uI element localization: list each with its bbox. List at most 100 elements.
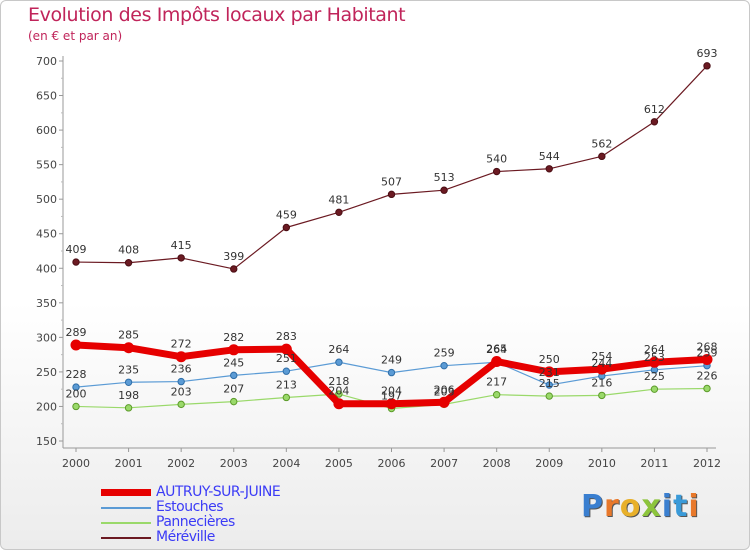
data-label: 459 [276, 209, 297, 222]
data-label: 264 [328, 343, 349, 356]
data-label: 200 [66, 387, 87, 400]
data-point [598, 391, 606, 400]
data-point [650, 385, 659, 393]
data-label: 213 [276, 378, 297, 391]
y-tick-label: 300 [36, 331, 57, 344]
y-tick-label: 700 [36, 55, 57, 68]
data-label: 206 [434, 383, 455, 396]
data-label: 264 [644, 343, 665, 356]
data-label: 217 [486, 376, 507, 389]
data-label: 254 [591, 350, 612, 363]
legend-swatch [101, 522, 151, 524]
legend-swatch [101, 537, 151, 539]
data-point [492, 391, 501, 399]
data-label: 285 [118, 329, 139, 342]
chart-subtitle: (en € et par an) [28, 29, 123, 43]
data-label: 207 [223, 383, 244, 396]
logo-letter: i [688, 489, 700, 524]
data-point [230, 265, 238, 273]
data-point [335, 358, 343, 366]
logo-letter: t [673, 489, 689, 524]
data-label: 259 [434, 347, 455, 360]
data-point [230, 371, 238, 380]
data-label: 251 [276, 352, 297, 365]
logo-letter: o [619, 489, 642, 524]
data-point [177, 377, 185, 386]
legend-swatch [101, 507, 151, 509]
data-label: 203 [171, 385, 192, 398]
data-label: 259 [697, 347, 718, 360]
y-tick-label: 400 [36, 262, 57, 275]
series-lines [70, 62, 713, 413]
chart-title: Evolution des Impôts locaux par Habitant [28, 4, 406, 26]
data-label: 203 [434, 385, 455, 398]
data-label: 235 [118, 363, 139, 376]
x-tick-label: 2004 [272, 457, 300, 470]
data-point [70, 339, 82, 351]
data-label: 264 [486, 343, 507, 356]
data-point [72, 402, 80, 411]
data-label: 198 [118, 389, 139, 402]
data-label: 231 [539, 366, 560, 379]
x-tick-label: 2003 [220, 457, 248, 470]
data-point [282, 223, 291, 232]
legend-label: Méréville [156, 529, 215, 545]
data-label: 693 [697, 47, 718, 60]
data-label: 225 [644, 370, 665, 383]
x-tick-label: 2009 [535, 457, 563, 470]
data-point [545, 165, 553, 173]
data-point [596, 363, 608, 375]
data-point [648, 356, 660, 368]
x-tick-label: 2011 [640, 457, 668, 470]
data-label: 204 [328, 385, 349, 398]
data-label: 204 [381, 385, 402, 398]
data-label: 540 [486, 153, 507, 166]
y-tick-label: 200 [36, 400, 57, 413]
legend-label: Estouches [156, 499, 224, 515]
data-label: 408 [118, 244, 139, 257]
x-tick-label: 2005 [325, 457, 353, 470]
data-point [333, 398, 345, 410]
data-label: 244 [591, 357, 612, 370]
data-point [280, 343, 292, 355]
data-label: 283 [276, 330, 297, 343]
data-label: 228 [66, 368, 87, 381]
data-point [335, 390, 343, 398]
data-label: 226 [697, 369, 718, 382]
data-label: 272 [171, 338, 192, 351]
data-point [491, 356, 503, 368]
data-label: 236 [171, 363, 192, 376]
data-label: 215 [539, 377, 560, 390]
legend-label: Pannecières [156, 514, 235, 530]
data-label: 415 [171, 239, 192, 252]
data-label: 216 [591, 376, 612, 389]
data-point [228, 344, 240, 356]
data-point [123, 342, 135, 354]
data-point [387, 190, 396, 199]
y-tick-label: 250 [36, 366, 57, 379]
data-label: 249 [381, 354, 402, 367]
data-label: 409 [66, 243, 87, 256]
x-tick-label: 2010 [588, 457, 616, 470]
data-point [650, 118, 659, 126]
proxiti-logo: Proxiti [581, 489, 700, 524]
y-tick-label: 600 [36, 124, 57, 137]
data-point [543, 366, 555, 378]
x-tick-label: 2008 [483, 457, 511, 470]
data-point [124, 378, 133, 386]
axes: 150 200 250 300 350 400 450 500 550 600 650 700 2000… [36, 55, 721, 470]
data-point [440, 361, 448, 370]
data-point [387, 368, 396, 377]
legend-swatch [101, 489, 151, 496]
data-point [175, 351, 187, 363]
data-label: 265 [486, 343, 507, 356]
legend-label: AUTRUY-SUR-JUINE [156, 484, 281, 500]
y-tick-label: 650 [36, 90, 57, 103]
data-label: 268 [697, 340, 718, 353]
data-point [545, 392, 553, 400]
data-label: 218 [328, 375, 349, 388]
x-tick-label: 2000 [62, 457, 90, 470]
y-tick-label: 450 [36, 228, 57, 241]
